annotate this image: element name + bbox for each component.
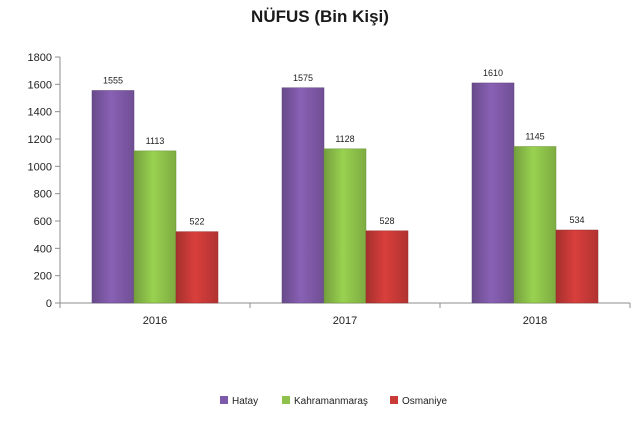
bar-osmaniye-2018 [555, 229, 599, 304]
bar-hatay-2018 [471, 82, 515, 304]
bar-osmaniye-2017 [365, 230, 409, 304]
data-label: 1555 [103, 75, 123, 85]
y-tick-label: 1800 [28, 52, 52, 64]
bars [91, 82, 599, 304]
x-tick-label: 2018 [523, 315, 547, 327]
data-label: 1113 [146, 136, 165, 146]
legend-swatch [220, 396, 228, 404]
y-tick-label: 0 [46, 298, 52, 310]
bar-hatay-2016 [91, 90, 135, 304]
data-label: 1575 [293, 73, 313, 83]
y-tick-label: 1200 [28, 134, 52, 146]
data-label: 1145 [525, 132, 544, 142]
legend-swatch [390, 396, 398, 404]
bar-osmaniye-2016 [175, 231, 219, 304]
y-tick-label: 1000 [28, 161, 52, 173]
chart-title: NÜFUS (Bin Kişi) [251, 7, 389, 26]
axes: 0 200 400 600 800 1000 1200 1400 1600 1800 2016 201… [28, 52, 631, 327]
y-tick-label: 1600 [28, 79, 52, 91]
data-label: 1128 [335, 134, 354, 144]
legend-label: Hatay [232, 396, 258, 407]
y-tick-label: 200 [34, 271, 52, 283]
legend-label: Osmaniye [402, 396, 447, 407]
y-tick-label: 400 [34, 243, 52, 255]
bar-kahramanmara--2017 [323, 148, 367, 304]
data-label: 1610 [483, 68, 503, 78]
legend: Hatay Kahramanmaraş Osmaniye [220, 396, 447, 407]
x-tick-label: 2017 [333, 315, 357, 327]
data-label: 522 [189, 217, 204, 227]
legend-label: Kahramanmaraş [294, 396, 368, 407]
data-label: 534 [569, 215, 584, 225]
y-tick-label: 600 [34, 216, 52, 228]
legend-swatch [282, 396, 290, 404]
data-label: 528 [379, 216, 394, 226]
bar-kahramanmara--2016 [133, 150, 177, 304]
x-tick-label: 2016 [143, 315, 167, 327]
y-tick-label: 1400 [28, 107, 52, 119]
y-tick-label: 800 [34, 189, 52, 201]
bar-kahramanmara--2018 [513, 146, 557, 304]
data-labels: 1555 1113 522 1575 1128 528 1610 1145 534 [103, 68, 585, 227]
bar-hatay-2017 [281, 87, 325, 304]
